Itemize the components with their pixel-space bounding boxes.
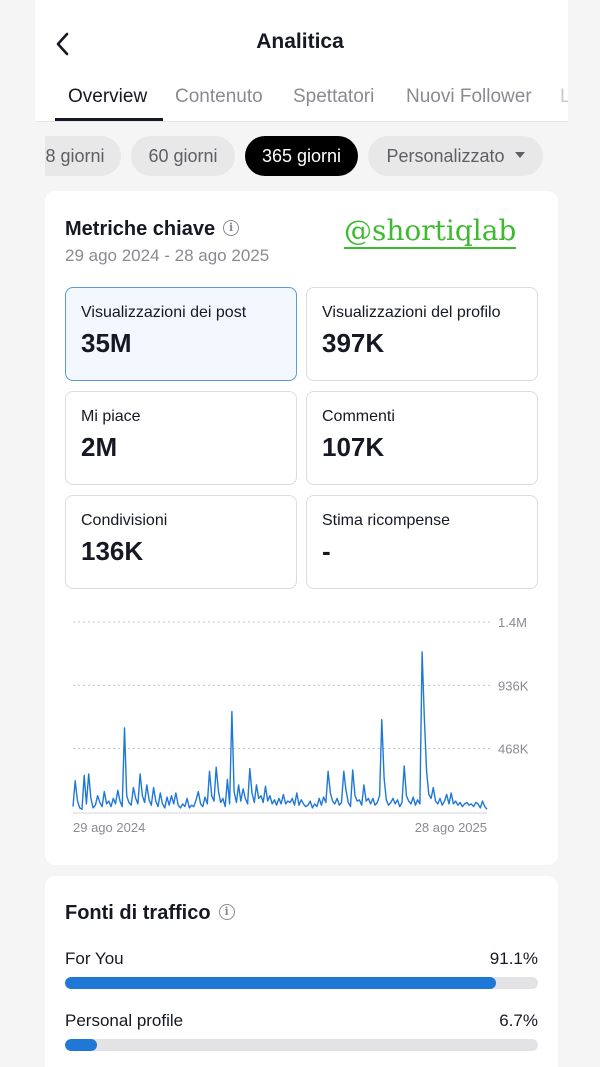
metric-value: 2M [81, 432, 118, 462]
metric-label: Commenti [322, 408, 395, 425]
info-icon[interactable]: i [223, 219, 240, 236]
period-label: 365 giorni [261, 146, 342, 166]
caret-down-icon [514, 152, 525, 159]
traffic-source-bar [65, 977, 538, 989]
post-views-chart[interactable]: 1.4M 936K 468K 29 ago 2024 28 ago 2025 [45, 611, 558, 841]
metric-estimated-rewards[interactable]: Stima ricompense - [306, 495, 538, 589]
traffic-source-bar-fill [65, 977, 496, 989]
chevron-left-icon [56, 32, 69, 56]
traffic-source-label: Personal profile [65, 1011, 184, 1030]
traffic-sources-title-text: Fonti di traffico [65, 902, 211, 924]
metric-value: 136K [81, 536, 144, 566]
watermark: @shortiqlab [344, 214, 517, 249]
traffic-sources-card: Fonti di traffico i For You 91.1% Persona… [45, 876, 558, 1067]
y-tick-label: 468K [498, 742, 529, 757]
period-selector: 8 giorni 60 giorni 365 giorni Personaliz… [45, 136, 560, 176]
traffic-source-value: 6.7% [499, 1011, 538, 1030]
x-tick-label-end: 28 ago 2025 [415, 820, 487, 835]
metric-profile-views[interactable]: Visualizzazioni del profilo 397K [306, 287, 538, 381]
page-title: Analitica [256, 30, 344, 53]
metric-value: - [322, 536, 331, 566]
x-tick-label-start: 29 ago 2024 [73, 820, 145, 835]
tab-spettatori[interactable]: Spettatori [293, 86, 375, 107]
info-icon[interactable]: i [218, 903, 235, 920]
tab-partial[interactable]: L [560, 86, 568, 107]
period-label: 60 giorni [148, 146, 218, 166]
y-tick-label: 1.4M [498, 615, 527, 630]
key-metrics-title-text: Metriche chiave [65, 218, 216, 240]
period-60-giorni[interactable]: 60 giorni [131, 136, 235, 176]
traffic-source-bar [65, 1039, 538, 1051]
period-label: Personalizzato [386, 146, 505, 166]
tabs-divider [35, 121, 568, 122]
metric-label: Stima ricompense [322, 512, 451, 529]
active-tab-indicator [55, 118, 163, 121]
series-line-post-views [72, 651, 488, 811]
metric-label: Visualizzazioni dei post [81, 304, 247, 321]
tab-nuovi-follower[interactable]: Nuovi Follower [406, 86, 532, 107]
header-bar [35, 0, 568, 122]
metric-likes[interactable]: Mi piace 2M [65, 391, 297, 485]
metric-label: Mi piace [81, 408, 141, 425]
back-button[interactable] [52, 30, 76, 58]
metric-value: 397K [322, 328, 385, 358]
y-tick-label: 936K [498, 678, 529, 693]
traffic-source-bar-fill [65, 1039, 97, 1051]
traffic-source-label: For You [65, 949, 124, 968]
period-label: 8 giorni [45, 146, 105, 166]
date-range: 29 ago 2024 - 28 ago 2025 [65, 246, 270, 265]
metric-shares[interactable]: Condivisioni 136K [65, 495, 297, 589]
tab-overview[interactable]: Overview [68, 86, 148, 107]
tab-bar: Overview Contenuto Spettatori Nuovi Foll… [35, 72, 568, 122]
key-metrics-card: Metriche chiave i 29 ago 2024 - 28 ago 20… [45, 191, 558, 865]
tab-contenuto[interactable]: Contenuto [175, 86, 263, 107]
key-metrics-title: Metriche chiave i [65, 218, 240, 241]
metric-label: Visualizzazioni del profilo [322, 304, 501, 321]
metric-value: 107K [322, 432, 385, 462]
metric-comments[interactable]: Commenti 107K [306, 391, 538, 485]
period-personalizzato[interactable]: Personalizzato [368, 136, 543, 176]
traffic-source-value: 91.1% [489, 949, 538, 968]
metric-post-views[interactable]: Visualizzazioni dei post 35M [65, 287, 297, 381]
period-8-giorni[interactable]: 8 giorni [45, 136, 121, 176]
period-365-giorni[interactable]: 365 giorni [245, 136, 358, 176]
metric-label: Condivisioni [81, 512, 168, 529]
traffic-sources-title: Fonti di traffico i [65, 902, 235, 925]
metric-value: 35M [81, 328, 132, 358]
